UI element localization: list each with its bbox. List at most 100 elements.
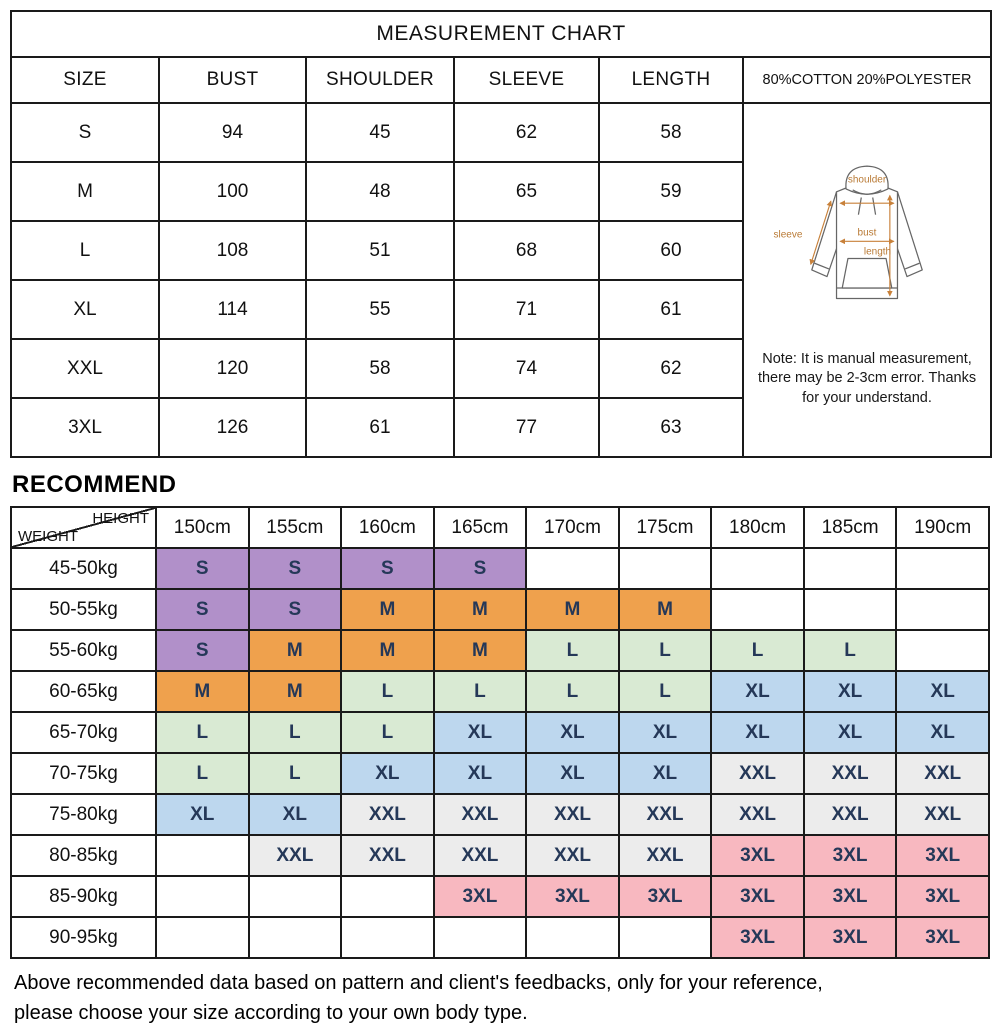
empty-cell [155,834,250,877]
height-column: 175cm [617,506,713,549]
size-cell: 3XL [710,834,805,877]
height-column: 180cm [710,506,805,549]
measurement-chart-title: MEASUREMENT CHART [9,10,993,58]
empty-cell [710,588,805,631]
measurement-row: M 100 48 65 59 [10,161,991,222]
size-cell: XL [710,711,805,754]
height-column: 150cm [155,506,250,549]
size-cell: XL [895,670,990,713]
empty-cell [247,875,343,918]
empty-cell [525,547,620,590]
size-cell: M [617,588,713,631]
size-cell: 3XL [802,916,898,959]
right-sleeve [893,191,923,277]
size-cell: 3XL [895,875,990,918]
header-shoulder: SHOULDER [305,56,455,104]
size-cell: XXL [432,834,528,877]
sleeve-value: 74 [453,338,600,399]
size-cell: M [432,629,528,672]
length-value: 61 [598,279,744,340]
size-cell: XXL [802,752,898,795]
size-label: S [10,102,160,163]
height-column: 160cm [340,506,435,549]
hoodie-diagram-cell: shoulder bust length sleeve Note: It is … [741,102,993,458]
recommend-row: 75-80kg XL XL XXL XXL XXL XXL XXL XXL XXL [10,793,990,836]
empty-cell [895,629,990,672]
height-column: 155cm [247,506,343,549]
measurement-row: XL 114 55 71 61 [10,279,991,340]
size-cell: L [525,629,620,672]
height-column: 165cm [432,506,528,549]
diagram-label-sleeve: sleeve [774,229,803,240]
size-cell: L [340,711,435,754]
size-cell: 3XL [617,875,713,918]
measurement-row: S 94 45 62 58 [10,102,993,458]
size-cell: L [525,670,620,713]
length-value: 60 [598,220,744,281]
bust-value: 126 [158,397,307,458]
weight-label: 60-65kg [10,670,157,713]
shoulder-value: 58 [305,338,455,399]
hoodie-diagram: shoulder bust length sleeve Note: It is … [750,148,984,413]
size-cell: M [247,629,343,672]
size-cell: XL [525,752,620,795]
size-cell: 3XL [710,875,805,918]
empty-cell [617,547,713,590]
size-label: M [10,161,160,222]
size-cell: L [617,670,713,713]
recommend-row: 60-65kg M M L L L L XL XL XL [10,670,990,713]
size-cell: XXL [432,793,528,836]
empty-cell [895,547,990,590]
size-cell: L [247,711,343,754]
weight-label: 45-50kg [10,547,157,590]
header-length: LENGTH [598,56,744,104]
size-cell: XXL [617,834,713,877]
empty-cell [525,916,620,959]
size-cell: XXL [710,752,805,795]
recommend-row: 85-90kg 3XL 3XL 3XL 3XL 3XL 3XL [10,875,990,918]
recommend-header-row: HEIGHT WEIGHT 150cm 155cm 160cm 165cm 17… [10,506,990,549]
height-column: 185cm [802,506,898,549]
size-cell: L [247,752,343,795]
sleeve-value: 65 [453,161,600,222]
size-cell: XL [617,752,713,795]
weight-label: 90-95kg [10,916,157,959]
size-cell: XXL [525,793,620,836]
measurement-table: MEASUREMENT CHART SIZE BUST SHOULDER SLE… [9,10,993,458]
size-cell: L [155,711,250,754]
empty-cell [802,547,898,590]
weight-label: 75-80kg [10,793,157,836]
empty-cell [247,916,343,959]
size-label: 3XL [10,397,160,458]
size-cell: L [340,670,435,713]
size-cell: XL [432,711,528,754]
weight-label: 65-70kg [10,711,157,754]
empty-cell [155,916,250,959]
size-cell: XL [525,711,620,754]
empty-cell [432,916,528,959]
size-cell: XL [617,711,713,754]
size-cell: XXL [710,793,805,836]
measurement-row: XXL 120 58 74 62 [10,338,991,399]
size-cell: 3XL [525,875,620,918]
diagram-label-bust: bust [858,227,877,238]
size-cell: XL [802,711,898,754]
empty-cell [895,588,990,631]
size-cell: XXL [247,834,343,877]
height-weight-corner-cell: HEIGHT WEIGHT [10,506,157,549]
size-cell: XL [432,752,528,795]
measurement-header-row: SIZE BUST SHOULDER SLEEVE LENGTH 80%COTT… [10,56,993,104]
measurement-row: 3XL 126 61 77 63 [10,397,991,458]
size-cell: M [340,629,435,672]
empty-cell [340,875,435,918]
size-cell: S [432,547,528,590]
size-cell: L [155,752,250,795]
footer-disclaimer: Above recommended data based on pattern … [10,968,990,1028]
size-cell: M [340,588,435,631]
header-bust: BUST [158,56,307,104]
footer-line-1: Above recommended data based on pattern … [14,972,823,994]
size-cell: XL [895,711,990,754]
pocket [841,257,893,289]
recommend-row: 45-50kg S S S S [10,547,990,590]
